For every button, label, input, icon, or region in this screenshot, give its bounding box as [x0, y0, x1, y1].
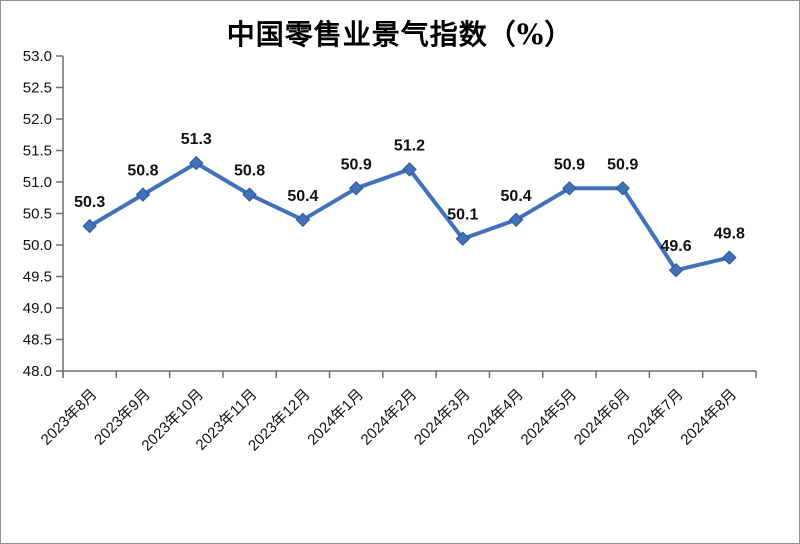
data-point-label: 50.9 — [554, 156, 585, 173]
y-tick-label: 50.5 — [23, 206, 52, 223]
data-point-label: 50.3 — [74, 194, 105, 211]
data-point-label: 50.8 — [234, 163, 265, 180]
y-tick-label: 51.5 — [23, 143, 52, 160]
series-line — [87, 161, 732, 273]
data-point-marker — [455, 231, 471, 246]
data-point-label: 49.6 — [660, 238, 691, 255]
data-point-marker — [189, 155, 204, 171]
y-tick-label: 50.0 — [23, 237, 52, 254]
x-tick-label: 2024年1月 — [304, 386, 367, 449]
data-point-label: 50.9 — [607, 156, 638, 173]
x-tick-label: 2024年5月 — [518, 386, 581, 449]
y-tick-label: 48.0 — [23, 363, 52, 380]
data-point-label: 50.9 — [341, 156, 372, 173]
x-tick-label: 2023年8月 — [38, 386, 101, 449]
data-point-marker — [722, 250, 737, 265]
x-tick-label: 2024年2月 — [358, 386, 421, 449]
data-point-marker — [242, 187, 257, 202]
data-point-label: 50.4 — [287, 188, 318, 205]
data-point-label: 51.3 — [181, 131, 212, 148]
data-point-marker — [508, 212, 524, 228]
data-point-label: 49.8 — [714, 226, 745, 243]
data-point-marker — [402, 162, 417, 177]
data-point-marker — [348, 181, 364, 196]
x-tick-label: 2024年3月 — [411, 386, 474, 449]
y-tick-label: 49.0 — [23, 300, 52, 317]
y-tick-label: 52.0 — [23, 111, 52, 128]
y-tick-label: 53.0 — [23, 48, 52, 65]
chart-title: 中国零售业景气指数（%） — [226, 18, 574, 51]
x-tick-label: 2024年8月 — [677, 386, 740, 449]
data-point-marker — [668, 262, 684, 278]
data-point-marker — [295, 212, 311, 228]
data-point-label: 50.4 — [501, 188, 532, 205]
data-point-marker — [615, 181, 630, 196]
y-tick-label: 52.5 — [23, 80, 52, 97]
data-point-marker — [562, 181, 577, 196]
y-tick-label: 49.5 — [23, 269, 52, 286]
y-tick-label: 48.5 — [23, 332, 52, 349]
x-tick-label: 2024年7月 — [624, 386, 687, 449]
x-tick-label: 2024年4月 — [464, 386, 527, 449]
data-point-marker — [82, 218, 97, 234]
data-point-marker — [135, 187, 151, 202]
y-tick-label: 51.0 — [23, 174, 52, 191]
data-point-label: 50.8 — [127, 163, 158, 180]
data-point-label: 50.1 — [447, 207, 478, 224]
data-point-label: 51.2 — [394, 137, 425, 154]
x-tick-label: 2024年6月 — [571, 386, 634, 449]
